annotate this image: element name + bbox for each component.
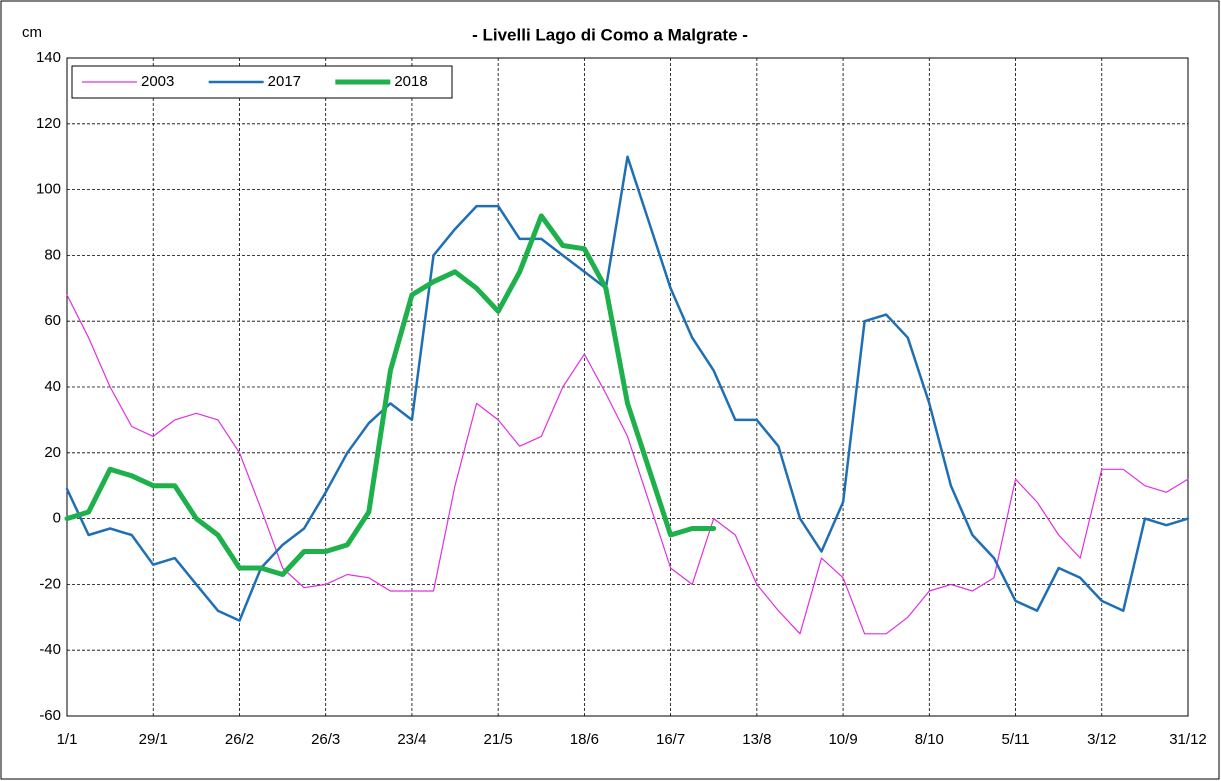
x-tick-label: 5/11 <box>1001 731 1029 748</box>
legend-label: 2018 <box>394 73 427 90</box>
x-tick-label: 21/5 <box>484 731 513 748</box>
legend-label: 2017 <box>268 73 301 90</box>
series-line <box>66 294 1189 635</box>
y-tick-label: 120 <box>36 115 61 132</box>
x-tick-label: 26/2 <box>225 731 254 748</box>
x-tick-label: 1/1 <box>57 731 78 748</box>
x-tick-label: 18/6 <box>570 731 599 748</box>
x-tick-label: 8/10 <box>915 731 944 748</box>
y-tick-label: 60 <box>44 312 61 329</box>
y-tick-label: 40 <box>44 378 61 395</box>
y-tick-label: 20 <box>44 444 61 461</box>
y-tick-label: 80 <box>44 246 61 263</box>
y-tick-label: 140 <box>36 49 61 66</box>
y-tick-label: -20 <box>39 575 61 592</box>
x-tick-label: 31/12 <box>1169 731 1207 748</box>
y-tick-label: 100 <box>36 181 61 198</box>
x-tick-label: 23/4 <box>397 731 426 748</box>
series-line <box>65 155 1190 622</box>
x-tick-label: 3/12 <box>1087 731 1116 748</box>
x-tick-label: 16/7 <box>656 731 685 748</box>
y-tick-label: -40 <box>39 641 61 658</box>
x-tick-label: 26/3 <box>311 731 340 748</box>
x-tick-label: 29/1 <box>139 731 168 748</box>
legend-label: 2003 <box>141 73 174 90</box>
x-tick-label: 10/9 <box>828 731 857 748</box>
x-tick-label: 13/8 <box>742 731 771 748</box>
chart-title: - Livelli Lago di Como a Malgrate - <box>472 25 748 44</box>
y-axis-label: cm <box>22 24 42 41</box>
y-tick-label: 0 <box>53 510 61 527</box>
plot-frame <box>66 57 1189 717</box>
series-line <box>64 213 717 577</box>
y-tick-label: -60 <box>39 707 61 724</box>
